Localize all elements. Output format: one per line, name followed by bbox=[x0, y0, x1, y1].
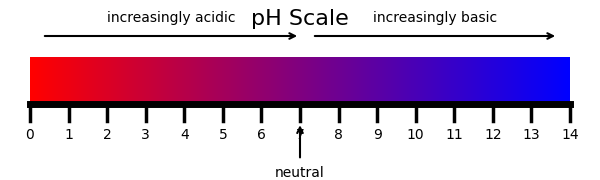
Text: increasingly basic: increasingly basic bbox=[373, 11, 497, 25]
Text: pH Scale: pH Scale bbox=[251, 9, 349, 29]
Text: 13: 13 bbox=[523, 128, 540, 142]
Text: 3: 3 bbox=[142, 128, 150, 142]
Text: 0: 0 bbox=[26, 128, 34, 142]
Text: 1: 1 bbox=[64, 128, 73, 142]
Text: 2: 2 bbox=[103, 128, 112, 142]
Text: 6: 6 bbox=[257, 128, 266, 142]
Text: 5: 5 bbox=[218, 128, 227, 142]
Text: 8: 8 bbox=[334, 128, 343, 142]
Text: 4: 4 bbox=[180, 128, 188, 142]
Text: neutral: neutral bbox=[275, 166, 325, 180]
Text: 7: 7 bbox=[296, 128, 304, 142]
Text: 14: 14 bbox=[561, 128, 579, 142]
Text: 11: 11 bbox=[445, 128, 463, 142]
Text: 9: 9 bbox=[373, 128, 382, 142]
Text: 12: 12 bbox=[484, 128, 502, 142]
Text: increasingly acidic: increasingly acidic bbox=[107, 11, 235, 25]
Text: 10: 10 bbox=[407, 128, 425, 142]
